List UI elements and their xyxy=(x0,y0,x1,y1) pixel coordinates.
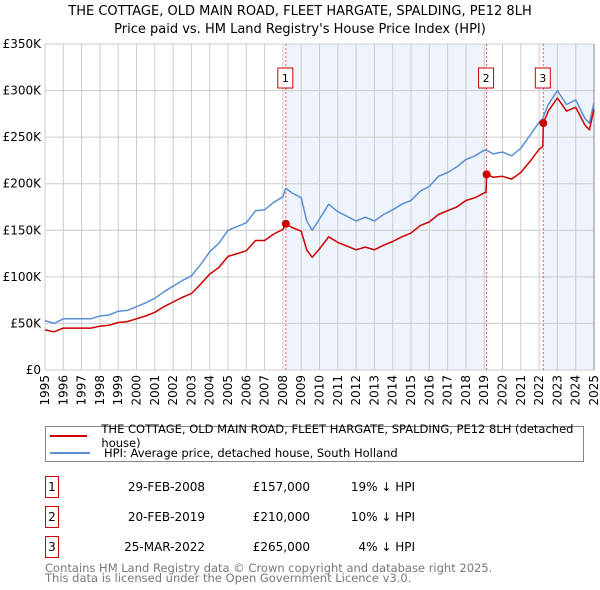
sale-price: £157,000 xyxy=(252,480,310,494)
sale-row: 3 25-MAR-2022 £265,000 4% ↓ HPI xyxy=(45,536,545,558)
x-tick-label: 2009 xyxy=(294,375,308,406)
x-tick-label: 1997 xyxy=(75,375,89,406)
x-tick-label: 2013 xyxy=(367,375,381,406)
chart-subtitle: Price paid vs. HM Land Registry's House … xyxy=(114,22,486,37)
x-tick-label: 2004 xyxy=(203,375,217,406)
x-tick-label: 2010 xyxy=(313,375,327,406)
sale-hpi-diff: 19% ↓ HPI xyxy=(350,480,415,494)
x-tick-label: 2020 xyxy=(496,375,510,406)
x-tick-label: 2005 xyxy=(221,375,235,406)
legend: THE COTTAGE, OLD MAIN ROAD, FLEET HARGAT… xyxy=(45,422,584,462)
x-tick-label: 2018 xyxy=(459,375,473,406)
footer-copyright: Contains HM Land Registry data © Crown c… xyxy=(45,561,493,575)
sale-hpi-diff: 4% ↓ HPI xyxy=(358,540,415,554)
sale-marker-box xyxy=(277,67,294,89)
x-tick-label: 2014 xyxy=(386,375,400,406)
hpi-series-line xyxy=(44,89,595,325)
x-tick-label: 2016 xyxy=(422,375,436,406)
x-tick-label: 2017 xyxy=(441,375,455,406)
y-tick-label: £150K xyxy=(3,223,43,237)
x-tick-label: 2022 xyxy=(532,375,546,406)
sale-point xyxy=(281,219,290,228)
x-tick-label: 2008 xyxy=(276,375,290,406)
x-tick-label: 2007 xyxy=(258,375,272,406)
y-tick-label: £50K xyxy=(10,316,42,330)
y-tick-label: £300K xyxy=(3,84,43,98)
sale-marker-box xyxy=(534,67,551,89)
x-tick-label: 2011 xyxy=(331,375,345,406)
legend-swatch-hpi xyxy=(50,452,90,454)
sale-marker-label: 2 xyxy=(483,72,490,85)
legend-label-property: THE COTTAGE, OLD MAIN ROAD, FLEET HARGAT… xyxy=(101,422,574,450)
x-tick-label: 2021 xyxy=(514,375,528,406)
sale-date: 20-FEB-2019 xyxy=(127,510,205,524)
sale-marker: 1 xyxy=(45,476,59,498)
sale-date: 25-MAR-2022 xyxy=(124,540,205,554)
x-tick-label: 2024 xyxy=(569,375,583,406)
y-tick-label: £250K xyxy=(3,130,43,144)
chart-title: THE COTTAGE, OLD MAIN ROAD, FLEET HARGAT… xyxy=(68,4,532,19)
sale-point xyxy=(482,170,491,179)
x-tick-label: 1996 xyxy=(56,375,70,406)
x-tick-label: 2023 xyxy=(550,375,564,406)
x-tick-label: 2002 xyxy=(166,375,180,406)
sale-marker-label: 3 xyxy=(539,72,546,85)
shaded-period xyxy=(543,44,594,370)
property-series-line xyxy=(44,97,595,333)
x-tick-label: 2003 xyxy=(184,375,198,406)
sale-price: £210,000 xyxy=(252,510,310,524)
sale-marker: 3 xyxy=(45,536,59,558)
y-tick-label: £350K xyxy=(3,37,43,51)
y-tick-label: £200K xyxy=(3,177,43,191)
sale-row: 1 29-FEB-2008 £157,000 19% ↓ HPI xyxy=(45,476,545,498)
sale-price: £265,000 xyxy=(252,540,310,554)
y-tick-label: £0 xyxy=(26,363,41,377)
sale-marker: 2 xyxy=(45,506,59,528)
footer-licence: This data is licensed under the Open Gov… xyxy=(45,571,412,585)
x-tick-label: 2015 xyxy=(404,375,418,406)
sale-marker-label: 1 xyxy=(282,72,289,85)
x-tick-label: 2012 xyxy=(349,375,363,406)
x-tick-label: 1999 xyxy=(111,375,125,406)
x-tick-label: 2025 xyxy=(587,375,600,406)
x-tick-label: 2001 xyxy=(148,375,162,406)
sale-marker-box xyxy=(478,67,495,89)
sale-row: 2 20-FEB-2019 £210,000 10% ↓ HPI xyxy=(45,506,545,528)
x-tick-label: 2000 xyxy=(130,375,144,406)
legend-item-hpi: HPI: Average price, detached house, Sout… xyxy=(50,445,398,461)
sale-date: 29-FEB-2008 xyxy=(127,480,205,494)
x-tick-label: 2006 xyxy=(239,375,253,406)
price-chart: 1995 1996 1997 1998 1999 2000 2001 2002 2003 2004… xyxy=(3,37,600,406)
legend-swatch-property xyxy=(50,435,88,437)
sale-hpi-diff: 10% ↓ HPI xyxy=(350,510,415,524)
sale-point xyxy=(539,119,548,128)
x-tick-label: 2019 xyxy=(477,375,491,406)
x-tick-label: 1998 xyxy=(93,375,107,406)
legend-label-hpi: HPI: Average price, detached house, Sout… xyxy=(104,446,398,460)
x-tick-label: 1995 xyxy=(38,375,52,406)
y-tick-label: £100K xyxy=(3,270,43,284)
legend-item-property: THE COTTAGE, OLD MAIN ROAD, FLEET HARGAT… xyxy=(50,422,583,450)
